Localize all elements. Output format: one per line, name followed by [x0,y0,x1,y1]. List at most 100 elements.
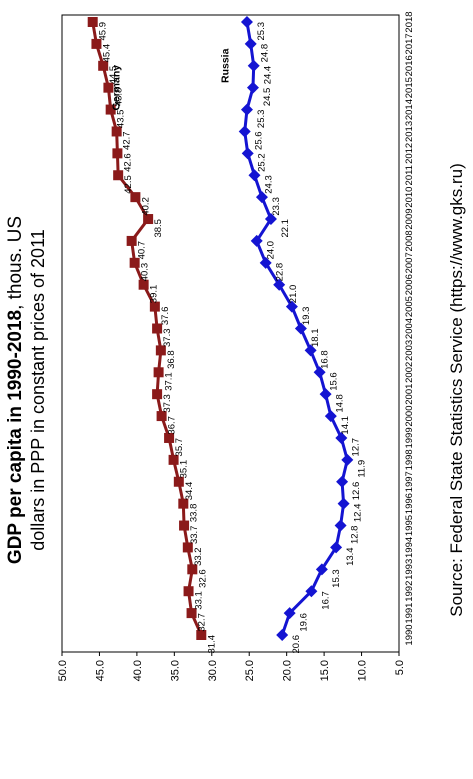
germany-marker [149,301,160,312]
russia-marker [264,213,277,226]
germany-value-label: 45.4 [101,44,112,63]
germany-value-label: 33.1 [194,591,205,610]
russia-marker [305,585,318,598]
germany-value-label: 44.5 [108,66,119,85]
germany-value-label: 35.1 [179,460,190,479]
value-tick-label: 45.0 [94,660,106,681]
germany-value-label: 32.7 [197,613,208,632]
russia-marker [330,541,343,554]
germany-value-label: 40.3 [140,263,151,282]
germany-value-label: 32.6 [197,569,208,588]
russia-marker [246,81,259,94]
germany-value-label: 33.8 [188,504,199,522]
value-tick-label: 20.0 [282,660,294,681]
germany-marker [164,432,175,443]
russia-value-label: 25.3 [256,110,267,129]
germany-marker [130,192,141,203]
germany-marker [155,345,166,356]
germany-marker [182,542,193,553]
germany-marker [105,104,116,115]
year-label: 1996 [404,493,415,514]
russia-marker [255,191,268,204]
russia-marker [240,103,253,116]
germany-marker [196,630,207,640]
germany-value-label: 43.8 [113,88,124,107]
value-axis: 5.0 10.0 15.0 20.0 25.0 30.0 35.0 40.0 45.0 50.0 [57,652,406,681]
year-label: 1994 [404,537,415,558]
russia-marker [319,388,332,401]
germany-value-label: 37.6 [160,307,171,326]
russia-marker [238,125,251,138]
russia-value-label: 12.6 [351,482,362,501]
value-tick-label: 30.0 [207,660,219,681]
russia-value-label: 13.4 [345,547,356,566]
germany-value-label: 37.1 [164,372,175,391]
year-label: 2015 [404,77,415,98]
year-label: 2003 [404,340,415,361]
russia-marker [337,497,350,510]
germany-value-label: 42.7 [122,131,133,150]
germany-value-label: 36.7 [167,416,178,435]
russia-marker [241,147,254,160]
germany-marker [183,586,194,597]
russia-value-label: 22.1 [280,219,291,238]
germany-marker [126,235,137,246]
russia-value-label: 21.0 [288,285,299,304]
russia-value-label: 14.1 [340,416,351,435]
value-tick-label: 5.0 [394,660,406,675]
year-label: 2001 [404,384,415,405]
germany-marker [103,82,114,93]
germany-value-label: 37.3 [162,394,173,413]
series-names: Germany Russia [111,48,232,110]
germany-marker [187,564,198,575]
germany-value-label: 33.2 [193,547,204,566]
russia-marker [259,256,272,269]
chart-title-rest: , thous. US [5,216,26,310]
germany-marker [91,38,102,49]
year-label: 2004 [404,318,415,339]
year-label: 2010 [404,187,415,208]
germany-value-label: 45.9 [98,22,109,41]
year-label: 2000 [404,406,415,427]
year-label: 2006 [404,274,415,295]
year-label: 2008 [404,230,415,251]
russia-value-label: 23.3 [271,197,282,216]
germany-value-label: 35.7 [174,438,185,457]
year-label: 2012 [404,143,415,164]
year-label: 1990 [404,624,415,645]
russia-marker [240,16,253,28]
russia-marker [324,410,337,423]
germany-marker [179,520,190,531]
russia-value-label: 24.0 [266,241,277,260]
germany-value-label: 39.1 [149,285,160,304]
russia-marker [244,37,257,50]
russia-marker [304,344,317,357]
russia-marker [250,234,263,247]
russia-value-label: 15.3 [331,569,342,588]
germany-marker [173,476,184,487]
germany-marker [156,411,167,422]
russia-marker [247,59,260,72]
russia-marker [334,519,347,532]
germany-marker [98,60,109,71]
russia-value-label: 16.8 [320,350,331,369]
year-label: 1999 [404,427,415,448]
year-label: 2009 [404,208,415,229]
russia-value-label: 24.5 [262,88,273,107]
russia-marker [341,453,354,466]
value-tick-label: 35.0 [169,660,181,681]
value-tick-label: 50.0 [57,660,69,681]
germany-value-label: 33.7 [189,526,200,545]
russia-value-label: 25.3 [256,22,267,41]
year-axis: 1990199119921993199419951996199719981999… [404,11,415,645]
germany-value-label: 40.2 [140,197,151,216]
germany-marker [111,126,122,137]
russia-value-label: 22.8 [275,263,286,282]
russia-value-label: 11.9 [356,460,367,478]
year-label: 2016 [404,55,415,76]
russia-value-label: 20.6 [291,635,302,654]
russia-marker [336,475,349,488]
germany-value-label: 43.5 [116,110,127,129]
russia-marker [335,431,348,444]
year-label: 1997 [404,471,415,492]
